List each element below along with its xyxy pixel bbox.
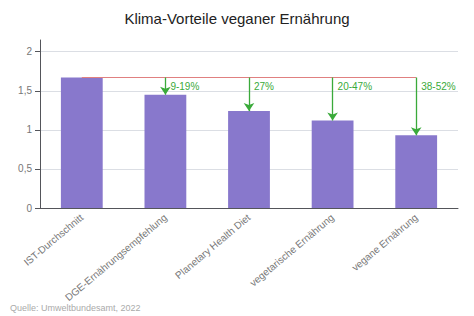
svg-text:0,5: 0,5 <box>18 163 32 174</box>
svg-text:IST-Durchschnitt: IST-Durchschnitt <box>22 212 86 268</box>
svg-text:1: 1 <box>26 124 32 135</box>
svg-text:9-19%: 9-19% <box>170 81 199 92</box>
svg-text:38-52%: 38-52% <box>421 81 456 92</box>
svg-text:Quelle: Umweltbundesamt, 2022: Quelle: Umweltbundesamt, 2022 <box>10 303 141 313</box>
svg-text:0: 0 <box>26 203 32 214</box>
svg-text:2: 2 <box>26 46 32 57</box>
svg-text:27%: 27% <box>254 81 274 92</box>
svg-text:1,5: 1,5 <box>18 85 32 96</box>
svg-text:vegetarische Ernährung: vegetarische Ernährung <box>248 212 336 289</box>
svg-text:20-47%: 20-47% <box>338 81 373 92</box>
svg-text:Planetary Health Diet: Planetary Health Diet <box>173 212 253 281</box>
svg-text:Klima-Vorteile veganer Ernähru: Klima-Vorteile veganer Ernährung <box>124 10 349 27</box>
svg-text:DGE-Ernährungsempfehlung: DGE-Ernährungsempfehlung <box>63 212 169 303</box>
svg-text:vegane Ernährung: vegane Ernährung <box>350 212 420 273</box>
